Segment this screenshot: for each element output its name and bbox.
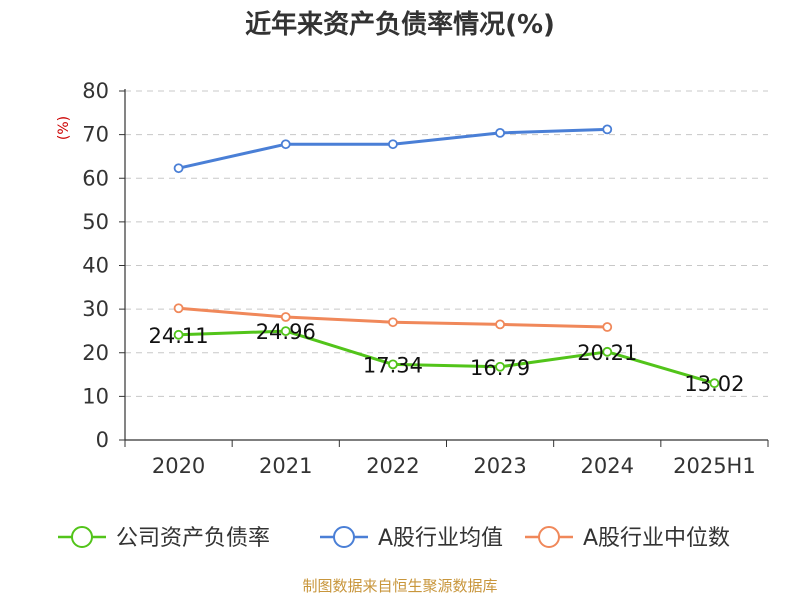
series-lines <box>173 124 720 389</box>
y-tick-label: 30 <box>82 297 109 321</box>
x-tick-label: 2023 <box>473 454 526 478</box>
data-point <box>280 312 291 322</box>
data-point <box>388 359 398 370</box>
data-point <box>173 329 184 340</box>
legend-label: A股行业均值 <box>378 526 503 551</box>
axes: 0 10 20 30 40 50 60 70 80 2020 2021 2022 2023 2024 202… <box>82 79 769 478</box>
y-tick-label: 20 <box>82 341 109 365</box>
y-tick-label: 70 <box>82 123 109 147</box>
data-label: 16.79 <box>470 356 530 380</box>
data-point <box>495 361 505 372</box>
legend-label: 公司资产负债率 <box>116 526 270 551</box>
data-label: 17.34 <box>363 353 423 377</box>
y-tick-label: 10 <box>82 384 109 408</box>
chart-title: 近年来资产负债率情况(%) <box>245 9 555 40</box>
data-point <box>602 322 613 332</box>
legend: 公司资产负债率 A股行业均值 A股行业中位数 <box>58 526 730 551</box>
grid-lines <box>125 90 768 397</box>
x-tick-label: 2025H1 <box>673 454 756 478</box>
data-label: 20.21 <box>577 341 637 365</box>
data-label: 24.11 <box>149 324 209 348</box>
data-point <box>388 139 398 150</box>
y-axis-label: (%) <box>56 116 72 140</box>
legend-swatch-marker <box>71 526 93 548</box>
data-point <box>495 319 505 330</box>
data-label: 24.96 <box>256 320 316 344</box>
data-point <box>602 346 613 357</box>
data-labels: 24.11 24.96 17.34 16.79 20.21 13.02 <box>149 320 745 396</box>
y-tick-label: 80 <box>82 79 109 103</box>
legend-swatch-marker <box>333 526 355 548</box>
y-tick-label: 40 <box>82 254 109 278</box>
x-tick-label: 2022 <box>366 454 419 478</box>
y-tick-label: 50 <box>82 210 109 234</box>
data-point <box>602 124 613 135</box>
data-point <box>280 326 291 337</box>
series-line <box>178 329 715 385</box>
x-tick-label: 2024 <box>581 454 634 478</box>
data-point <box>388 317 398 328</box>
data-point <box>709 378 720 389</box>
y-tick-label: 60 <box>82 166 109 190</box>
data-point <box>173 303 184 314</box>
x-tick-label: 2021 <box>259 454 312 478</box>
data-label: 13.02 <box>684 372 744 396</box>
data-point <box>173 163 184 174</box>
source-note: 制图数据来自恒生聚源数据库 <box>302 577 497 595</box>
legend-swatch-marker <box>538 526 560 548</box>
legend-label: A股行业中位数 <box>583 526 730 551</box>
data-point <box>280 139 291 150</box>
y-tick-label: 0 <box>96 428 109 452</box>
x-tick-label: 2020 <box>152 454 205 478</box>
data-point <box>495 127 505 138</box>
